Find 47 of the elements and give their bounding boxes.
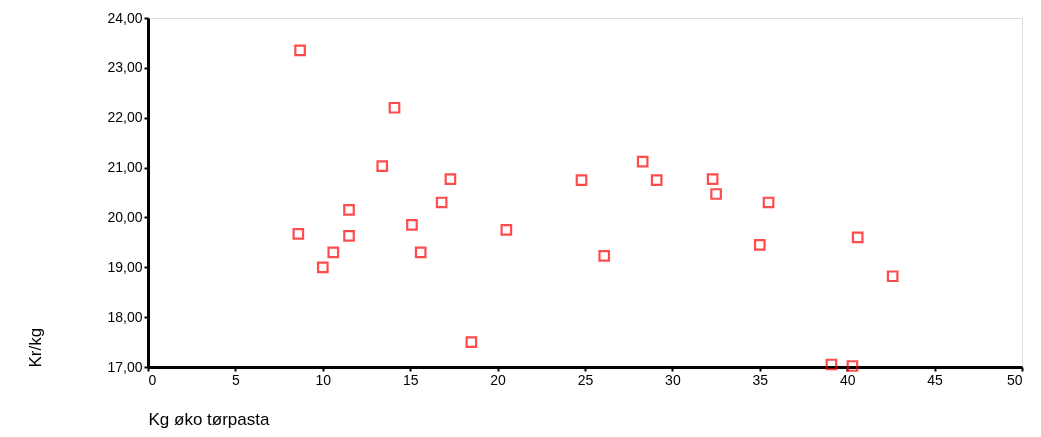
x-tick-label: 15 (402, 371, 419, 388)
point (886, 270, 899, 283)
point (825, 358, 838, 371)
point (294, 44, 306, 57)
point (598, 249, 611, 262)
x-tick-label: 5 (232, 371, 240, 388)
point (465, 336, 478, 348)
y-tick-label: 24,00 (107, 9, 143, 26)
point (575, 174, 588, 186)
point (753, 239, 766, 251)
x-tick-label: 40 (839, 371, 856, 388)
point (376, 160, 389, 172)
x-tick-label: 10 (315, 371, 332, 388)
point (710, 188, 722, 200)
y-tick-label: 21,00 (107, 159, 143, 176)
y-tick-label: 18,00 (107, 308, 143, 325)
point (414, 246, 427, 259)
y-tick-label: 17,00 (107, 358, 143, 375)
x-tick-label: 20 (490, 371, 507, 388)
point (636, 155, 649, 168)
y-axis-title: Kr/kg (26, 327, 46, 368)
point (435, 196, 448, 209)
x-axis-title: Kg øko tørpasta (148, 409, 270, 429)
point (444, 173, 457, 185)
x-tick-label: 50 (1006, 371, 1023, 388)
point (762, 196, 775, 209)
point (343, 204, 355, 216)
x-tick-label: 45 (927, 371, 944, 388)
x-tick-label: 0 (148, 371, 157, 388)
y-tick-label: 23,00 (107, 59, 143, 76)
point (327, 246, 340, 259)
x-tick-label: 35 (752, 371, 769, 388)
point (343, 230, 355, 242)
point (706, 173, 719, 185)
x-tick-label: 30 (665, 371, 681, 388)
point (650, 174, 663, 186)
y-tick-label: 22,00 (107, 109, 143, 126)
point (292, 228, 305, 240)
point (316, 261, 329, 274)
y-tick-label: 19,00 (107, 258, 143, 275)
point (406, 219, 418, 231)
y-tick-label: 20,00 (107, 208, 143, 225)
x-tick-label: 25 (577, 371, 594, 388)
point (851, 231, 864, 244)
point (388, 101, 401, 114)
point (500, 224, 513, 236)
point (846, 360, 859, 372)
